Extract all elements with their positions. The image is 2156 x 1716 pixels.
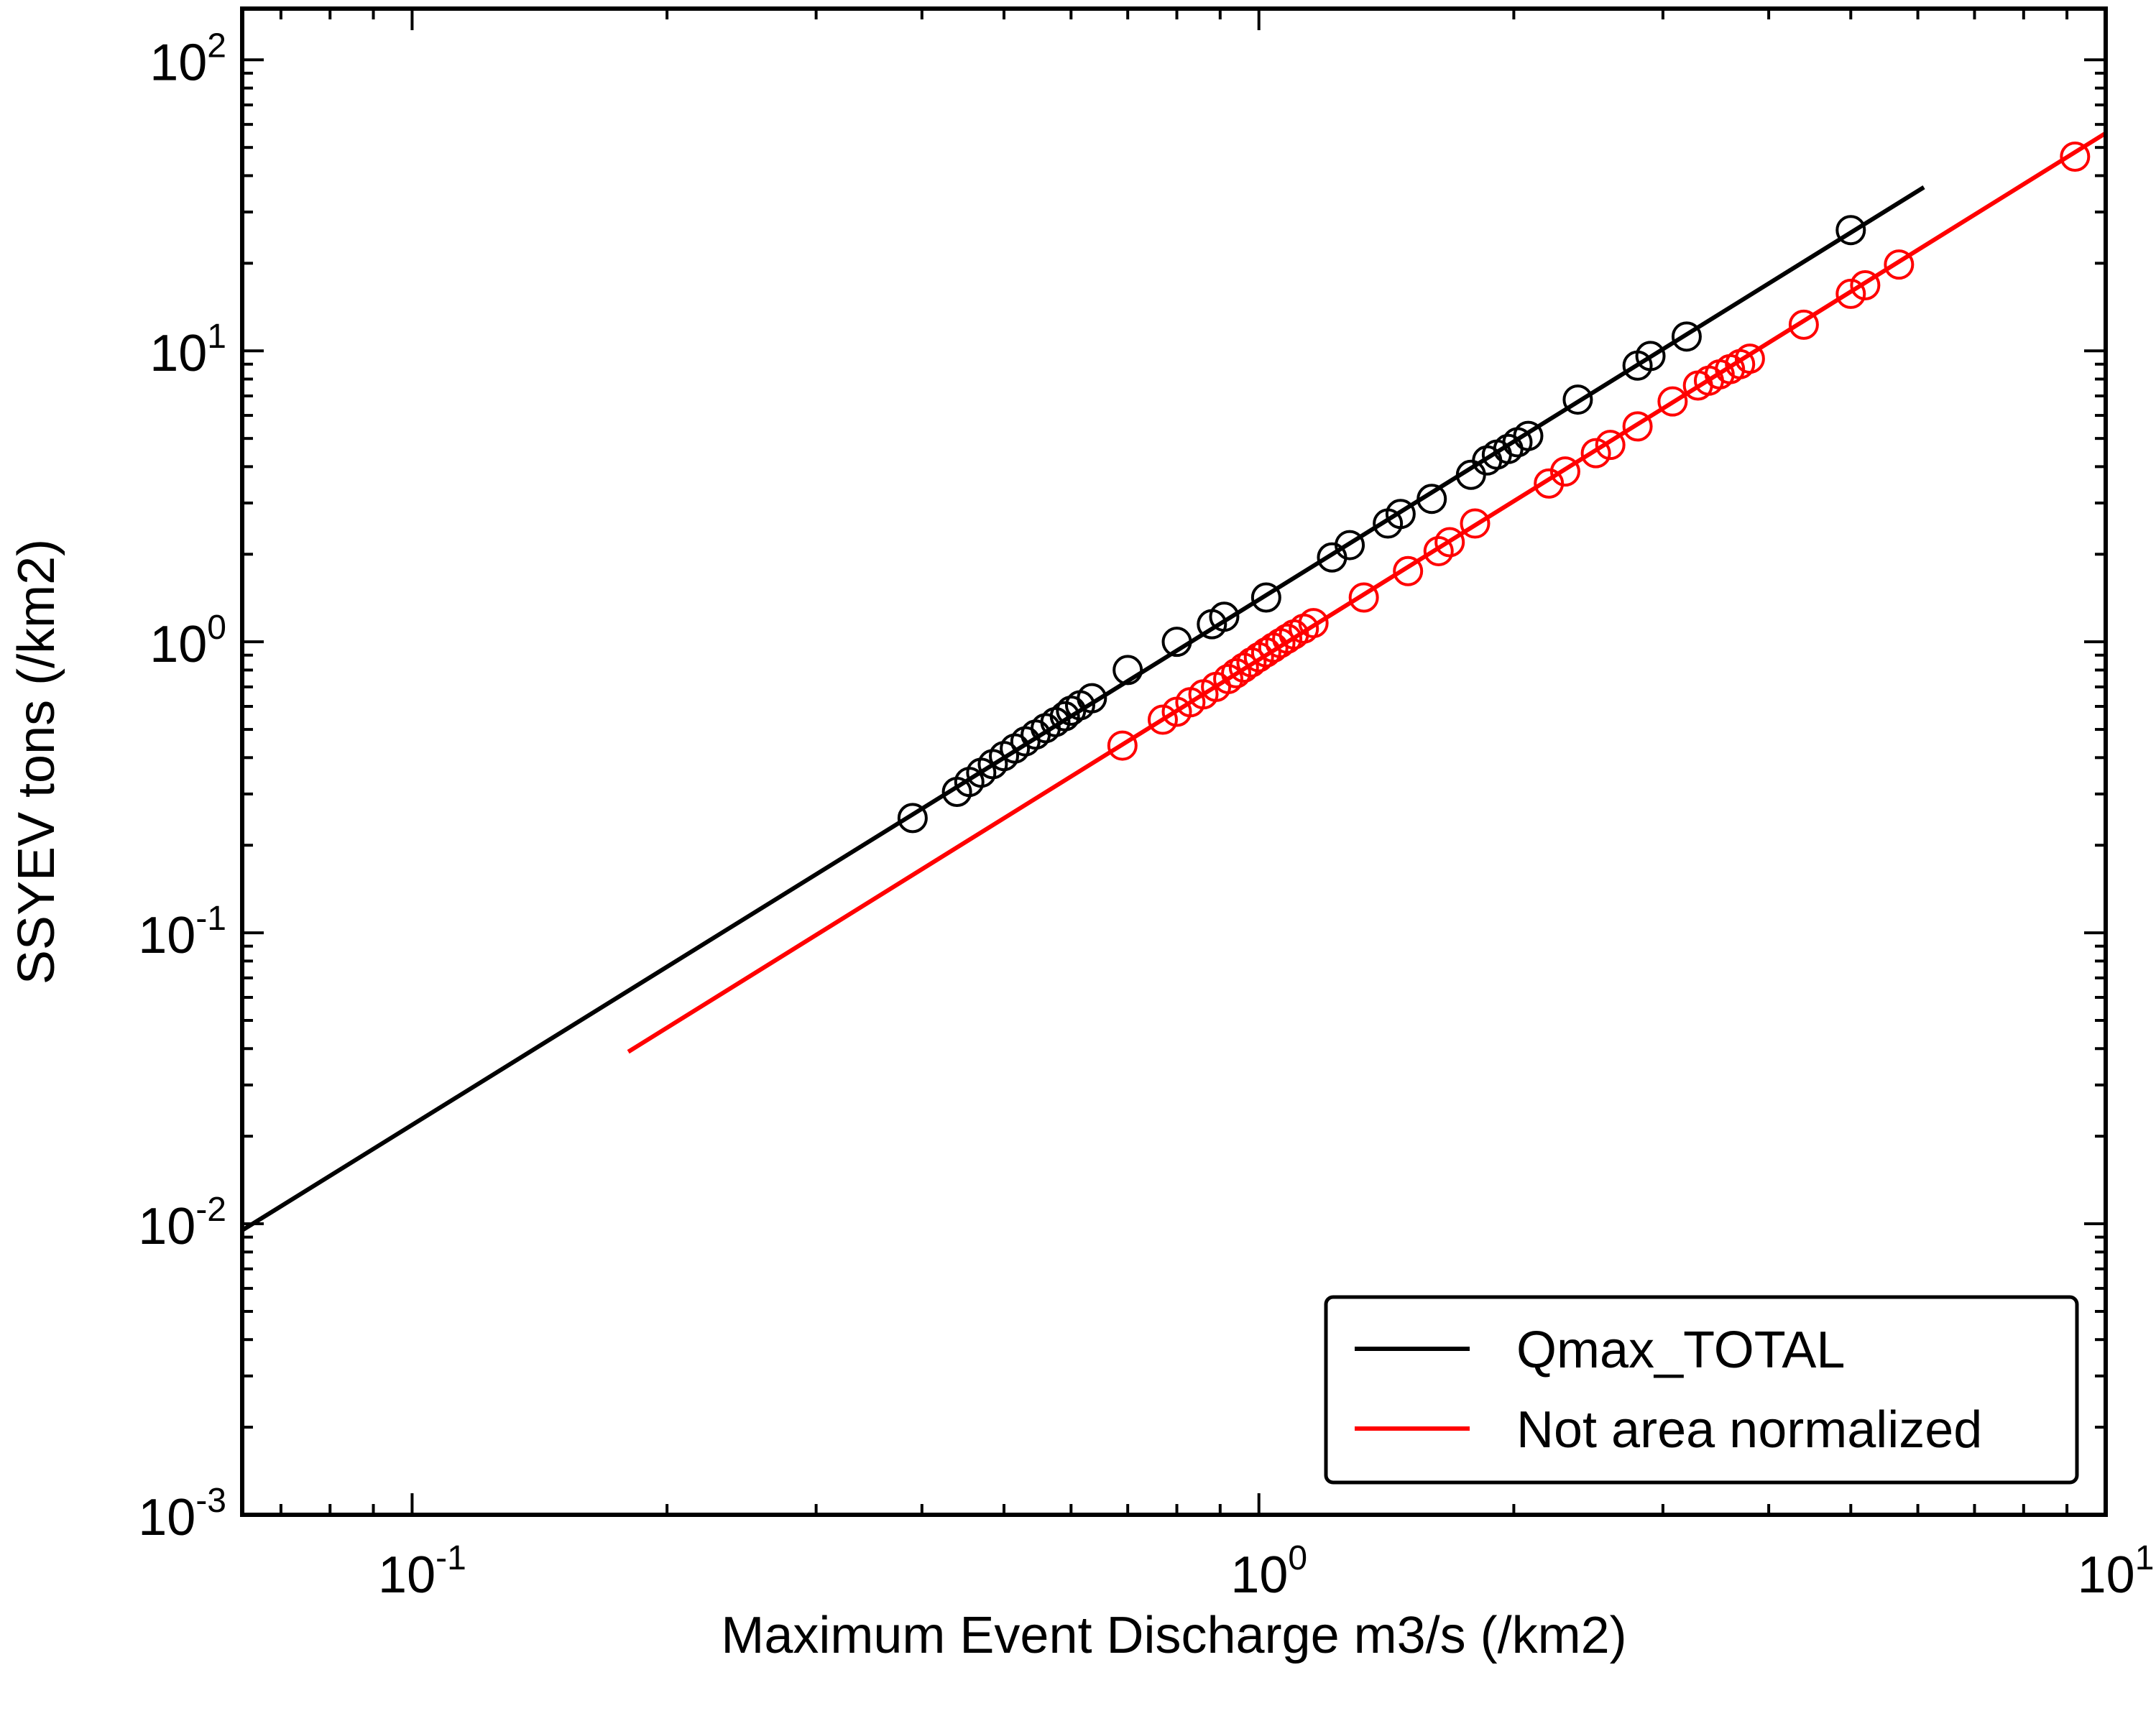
fit-lines [242,131,2106,1232]
data-point-s1-36 [1835,278,1866,309]
data-point-s0-21 [1335,530,1365,561]
data-point-s1-28 [1657,386,1688,417]
data-point-s1-8 [1228,652,1259,683]
data-point-s0-0 [897,803,928,834]
data-point-s1-35 [1788,309,1819,340]
data-point-s1-0 [1107,730,1138,761]
data-point-s1-9 [1236,647,1267,678]
data-point-s1-37 [1850,270,1881,301]
data-point-s0-34 [1671,321,1702,352]
y-tick-label: 101 [149,318,226,382]
x-axis-label: Maximum Event Discharge m3/s (/km2) [721,1607,1626,1664]
y-tick-label: 10-3 [138,1482,226,1546]
data-point-s0-19 [1250,582,1281,613]
data-point-s0-11 [1049,701,1080,732]
data-point-s1-38 [1884,249,1915,280]
data-point-s1-18 [1348,582,1379,613]
data-point-s0-35 [1835,215,1866,246]
data-point-s1-6 [1213,663,1244,694]
data-point-s0-31 [1562,384,1593,415]
data-point-s1-27 [1622,411,1653,442]
data-point-s1-25 [1580,438,1611,469]
y-tick-label: 10-2 [138,1191,226,1255]
legend-label-qmax-total: Qmax_TOTAL [1516,1321,1845,1379]
data-point-s1-20 [1423,535,1454,566]
fit-line-1 [627,131,2106,1054]
data-point-s1-17 [1298,608,1329,639]
y-axis-label: SSYEV tons (/km2) [8,539,65,984]
legend-label-not-area-normalized: Not area normalized [1516,1401,1982,1459]
data-point-s0-30 [1513,420,1544,451]
data-markers [897,141,2091,834]
data-point-s1-34 [1734,343,1765,374]
data-point-s1-14 [1272,623,1303,654]
data-point-s0-33 [1635,341,1666,372]
y-tick-label: 10-1 [138,900,226,964]
data-point-s0-23 [1385,499,1416,530]
data-point-s0-24 [1416,484,1447,515]
x-tick-label: 100 [1230,1539,1307,1604]
data-point-s0-18 [1209,601,1240,632]
plot-area-frame [240,6,2108,1517]
x-tick-label: 10-1 [378,1539,466,1604]
x-tick-label: 101 [2078,1539,2155,1604]
axis-ticks [242,9,2107,1516]
data-point-s1-21 [1434,527,1465,558]
data-point-s1-24 [1549,456,1580,487]
data-point-s1-19 [1393,555,1424,586]
y-tick-label: 102 [149,27,226,91]
data-point-s0-16 [1161,627,1192,658]
data-point-s1-22 [1460,508,1491,539]
tick-labels: 10-1 100 101 10-3 10-2 10-1 100 101 102 [138,27,2154,1604]
data-point-s0-14 [1077,683,1107,714]
y-tick-label: 100 [149,609,226,673]
data-point-s1-26 [1595,430,1626,461]
data-point-s0-15 [1112,655,1143,686]
legend: Qmax_TOTAL Not area normalized [1324,1295,2079,1485]
data-point-s1-1 [1147,704,1178,735]
data-point-s1-7 [1221,658,1252,688]
data-point-s1-39 [2060,141,2091,172]
legend-box [1324,1295,2079,1485]
